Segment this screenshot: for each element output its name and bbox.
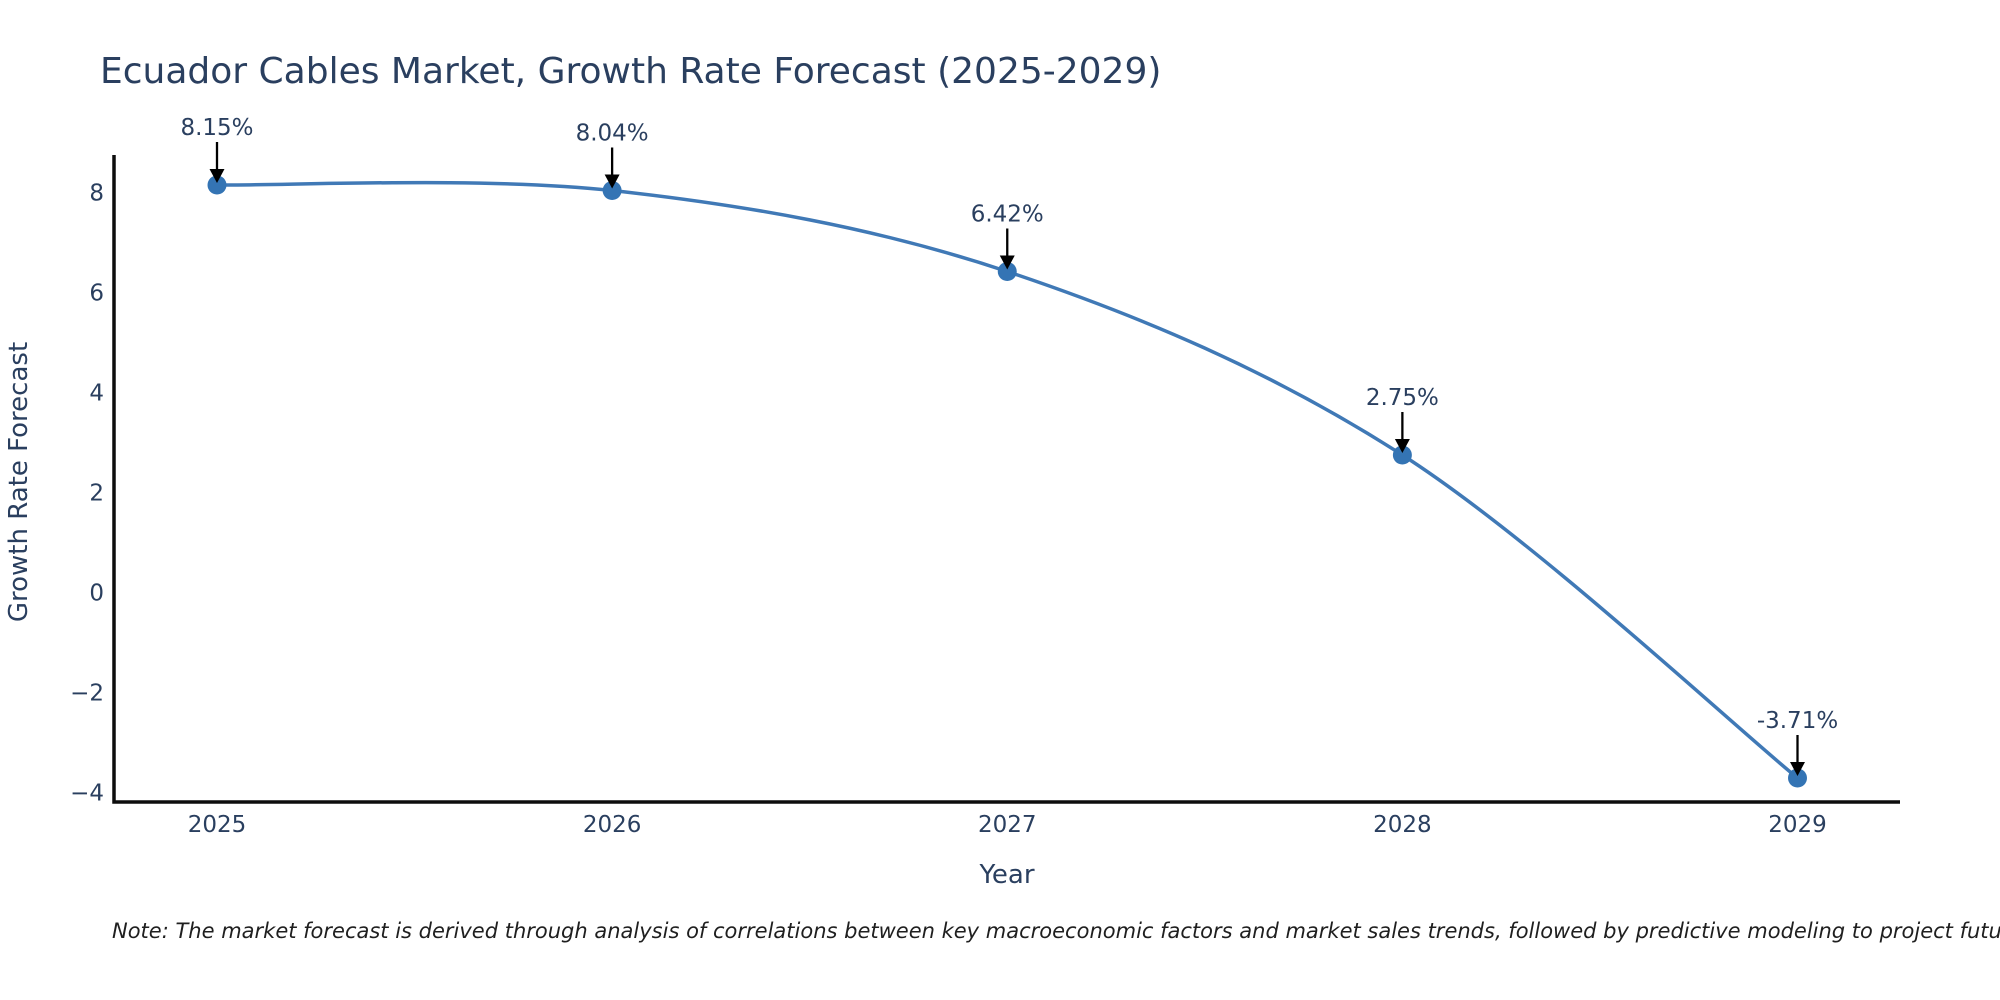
data-point-2026 [602,181,622,200]
growth-rate-line [216,180,1799,780]
y-tick-label: 2 [89,481,104,507]
x-tick-label: 2027 [978,812,1037,838]
y-tick-label: −4 [70,781,104,807]
annotation-arrowhead [209,169,225,183]
x-tick-label: 2026 [583,812,642,838]
axis-lines [112,155,1900,804]
annotation-arrowhead [604,174,620,189]
y-axis-title: Growth Rate Forecast [4,342,34,622]
y-tick-label: 6 [89,281,104,307]
annotation-arrowhead [1394,439,1410,453]
y-axis-ticks: 8 6 4 2 0 −2 −4 [70,181,104,807]
axes [112,155,1900,804]
data-label-2029: -3.71% [1757,708,1838,734]
data-label-2025: 8.15% [180,115,253,141]
point-annotations: 8.15% 8.04% 6.42% 2.75% -3.71% [180,115,1838,776]
y-tick-label: 8 [89,181,104,207]
data-point-2025 [207,175,227,195]
data-label-2026: 8.04% [576,121,649,147]
y-tick-label: 0 [89,581,104,607]
chart-title: Ecuador Cables Market, Growth Rate Forec… [100,51,1161,92]
data-label-2027: 6.42% [971,202,1044,228]
series-growth-rate [207,175,1807,788]
data-point-2029 [1788,768,1807,788]
x-axis-ticks: 2025 2026 2027 2028 2029 [188,812,1827,838]
annotation-arrowhead [999,255,1015,270]
footnote: Note: The market forecast is derived thr… [112,919,2000,943]
x-tick-label: 2025 [188,812,247,838]
data-point-2027 [997,262,1017,281]
annotation-arrowhead [1790,762,1805,776]
data-point-2028 [1392,445,1412,465]
y-tick-label: −2 [70,681,104,707]
x-tick-label: 2029 [1768,812,1827,838]
x-axis-title: Year [978,860,1034,890]
y-tick-label: 4 [89,381,104,407]
x-tick-label: 2028 [1373,812,1432,838]
data-label-2028: 2.75% [1366,385,1439,411]
